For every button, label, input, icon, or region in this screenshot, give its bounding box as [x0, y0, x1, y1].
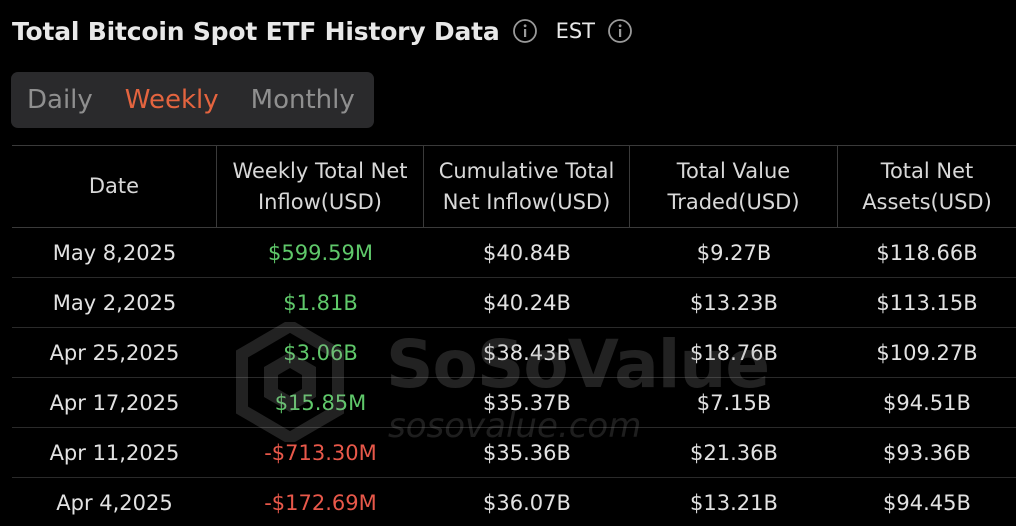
- period-tabs: Daily Weekly Monthly: [11, 72, 374, 128]
- net-assets-cell: $113.15B: [876, 290, 978, 315]
- cumulative-inflow-cell: $40.84B: [483, 240, 571, 265]
- table-row[interactable]: May 8,2025 $599.59M $40.84B $9.27B $118.66B: [12, 228, 1016, 278]
- date-cell: Apr 11,2025: [49, 440, 180, 465]
- weekly-inflow-cell: -$713.30M: [264, 440, 377, 465]
- cumulative-inflow-cell: $35.36B: [483, 440, 571, 465]
- column-header-value-traded[interactable]: Total Value Traded(USD): [630, 146, 838, 227]
- info-icon[interactable]: [512, 18, 538, 44]
- weekly-inflow-cell: -$172.69M: [264, 490, 377, 515]
- column-header-cumulative-inflow[interactable]: Cumulative Total Net Inflow(USD): [424, 146, 630, 227]
- net-assets-cell: $94.45B: [883, 490, 971, 515]
- column-header-net-assets[interactable]: Total Net Assets(USD): [862, 158, 992, 214]
- table-row[interactable]: Apr 25,2025 $3.06B $38.43B $18.76B $109.27B: [12, 328, 1016, 378]
- date-cell: Apr 25,2025: [49, 340, 180, 365]
- cumulative-inflow-cell: $40.24B: [483, 290, 571, 315]
- table-row[interactable]: May 2,2025 $1.81B $40.24B $13.23B $113.15B: [12, 278, 1016, 328]
- cumulative-inflow-cell: $35.37B: [483, 390, 571, 415]
- value-traded-cell: $7.15B: [696, 390, 772, 415]
- cumulative-inflow-cell: $36.07B: [483, 490, 571, 515]
- table-row[interactable]: Apr 11,2025 -$713.30M $35.36B $21.36B $93.36…: [12, 428, 1016, 478]
- table-body: May 8,2025 $599.59M $40.84B $9.27B $118.66B M…: [12, 228, 1016, 526]
- cumulative-inflow-cell: $38.43B: [483, 340, 571, 365]
- date-cell: Apr 4,2025: [56, 490, 173, 515]
- table-row[interactable]: Apr 17,2025 $15.85M $35.37B $7.15B $94.51B: [12, 378, 1016, 428]
- date-cell: Apr 17,2025: [49, 390, 180, 415]
- value-traded-cell: $18.76B: [690, 340, 778, 365]
- net-assets-cell: $118.66B: [876, 240, 978, 265]
- weekly-inflow-cell: $3.06B: [283, 340, 358, 365]
- net-assets-cell: $93.36B: [883, 440, 971, 465]
- value-traded-cell: $9.27B: [696, 240, 772, 265]
- weekly-inflow-cell: $15.85M: [274, 390, 367, 415]
- table-row[interactable]: Apr 4,2025 -$172.69M $36.07B $13.21B $94.45B: [12, 478, 1016, 526]
- weekly-inflow-cell: $599.59M: [268, 240, 373, 265]
- header: Total Bitcoin Spot ETF History Data EST: [12, 14, 633, 48]
- table-header: Date Weekly Total Net Inflow(USD) Cumula…: [12, 145, 1016, 228]
- column-header-date[interactable]: Date: [12, 146, 217, 227]
- value-traded-cell: $13.21B: [690, 490, 778, 515]
- tab-monthly[interactable]: Monthly: [250, 85, 355, 115]
- value-traded-cell: $21.36B: [690, 440, 778, 465]
- tab-weekly[interactable]: Weekly: [124, 85, 219, 115]
- date-cell: May 2,2025: [52, 290, 177, 315]
- weekly-inflow-cell: $1.81B: [283, 290, 358, 315]
- page-title: Total Bitcoin Spot ETF History Data: [12, 16, 500, 46]
- column-header-weekly-inflow[interactable]: Weekly Total Net Inflow(USD): [217, 146, 424, 227]
- history-table: Date Weekly Total Net Inflow(USD) Cumula…: [12, 145, 1016, 526]
- tab-daily[interactable]: Daily: [27, 85, 93, 115]
- timezone-info-icon[interactable]: [607, 18, 633, 44]
- net-assets-cell: $109.27B: [876, 340, 978, 365]
- net-assets-cell: $94.51B: [883, 390, 971, 415]
- date-cell: May 8,2025: [52, 240, 177, 265]
- timezone-label: EST: [555, 19, 595, 43]
- value-traded-cell: $13.23B: [690, 290, 778, 315]
